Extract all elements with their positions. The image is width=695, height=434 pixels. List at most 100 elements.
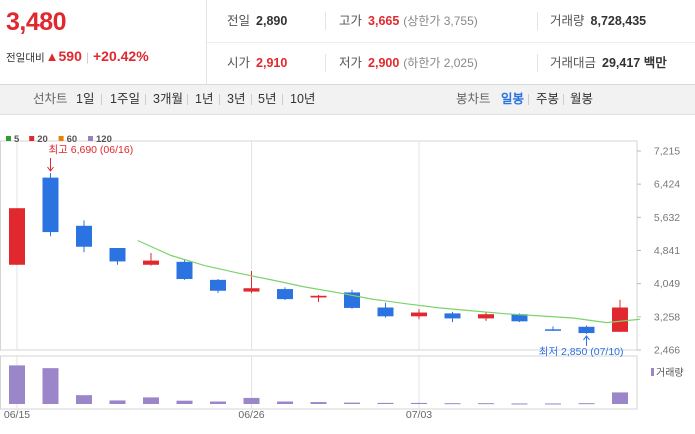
legend-label-60: 60	[67, 134, 78, 145]
candle-body	[511, 314, 528, 322]
candle-body	[578, 326, 595, 334]
divider	[145, 94, 146, 105]
trade-value-cell: 거래대금 29,417 백만	[550, 42, 667, 84]
divider	[537, 12, 538, 30]
candle-body	[210, 279, 226, 291]
volume-bar	[109, 400, 126, 404]
chart-toolbar: 선차트 1일 1주일 3개월 1년 3년 5년 10년 봉차트 일봉 주봉 월봉	[0, 85, 695, 115]
change-label: 전일대비	[6, 52, 45, 64]
volume-bar	[344, 402, 360, 404]
candle-body	[9, 208, 25, 265]
change-percent: +20.42%	[93, 48, 149, 64]
volume-legend-swatch	[651, 368, 654, 376]
volume-legend-label: 거래량	[656, 367, 684, 379]
change-row: 전일대비▲590 | +20.42%	[6, 48, 149, 65]
quote-header: 3,480 전일대비▲590 | +20.42% 전일 2,890 고가 3,665 (상…	[0, 0, 695, 85]
range-1w-button[interactable]: 1주일	[110, 92, 140, 106]
prev-close-label: 전일	[227, 14, 251, 28]
open-cell: 시가 2,910	[227, 42, 287, 84]
quote-row-2: 시가 2,910 저가 2,900 (하한가 2,025) 거래대금 29,417 백만	[207, 42, 695, 84]
moving-average-line	[137, 239, 641, 324]
range-3y-button[interactable]: 3년	[227, 92, 246, 106]
volume-cell: 거래량 8,728,435	[550, 0, 646, 42]
range-3m-button[interactable]: 3개월	[153, 92, 183, 106]
volume-bar	[578, 403, 595, 405]
legend-swatch-5	[6, 136, 11, 141]
divider	[187, 94, 188, 105]
range-1d-button[interactable]: 1일	[76, 92, 95, 106]
daily-candle-button[interactable]: 일봉	[501, 92, 525, 106]
candle-body	[42, 177, 59, 233]
low-cell: 저가 2,900 (하한가 2,025)	[339, 42, 478, 84]
candle-chart-label: 봉차트	[456, 92, 491, 106]
volume-bar	[310, 402, 327, 404]
volume-label: 거래량	[550, 14, 585, 28]
candle-body	[109, 248, 126, 262]
volume-bar	[478, 403, 494, 405]
x-tick-label: 07/03	[406, 409, 432, 421]
volume-bar	[277, 401, 293, 404]
upper-limit: (상한가 3,755)	[403, 14, 478, 28]
range-5y-button[interactable]: 5년	[258, 92, 277, 106]
x-tick-label: 06/26	[238, 409, 264, 421]
change-divider: |	[85, 50, 89, 64]
divider	[219, 94, 220, 105]
legend-label-5: 5	[14, 134, 20, 145]
x-tick-label: 06/15	[4, 409, 30, 421]
low-annotation-arrowhead	[583, 335, 590, 341]
price-box: 3,480 전일대비▲590 | +20.42%	[0, 0, 207, 84]
trade-value-label: 거래대금	[550, 56, 597, 70]
legend-label-120: 120	[96, 134, 112, 145]
candle-body	[310, 295, 327, 298]
volume-pane-frame	[0, 355, 638, 410]
candle-body	[176, 261, 193, 280]
divider	[537, 54, 538, 72]
volume-bar	[210, 401, 226, 404]
candle-body	[243, 288, 260, 292]
y-tick-label: 3,258	[654, 311, 680, 323]
volume-bar	[511, 403, 528, 405]
volume-bar	[42, 368, 59, 404]
legend-label-20: 20	[37, 134, 48, 145]
divider	[325, 12, 326, 30]
range-1y-button[interactable]: 1년	[195, 92, 214, 106]
volume-bar	[76, 395, 92, 404]
candle-body	[612, 307, 628, 332]
up-triangle-icon: ▲	[45, 49, 59, 64]
monthly-candle-button[interactable]: 월봉	[570, 92, 594, 106]
volume-bar	[411, 402, 427, 404]
divider	[251, 94, 252, 105]
y-tick-label: 7,215	[654, 146, 680, 158]
candle-body	[444, 313, 461, 319]
y-tick-label: 4,049	[654, 278, 680, 290]
low-annotation-label: 최저 2,850 (07/10)	[539, 346, 624, 358]
candle-body	[478, 314, 494, 319]
candlestick-chart[interactable]: 06/15 06/26 07/03 7,215 6,424 5,632 4,841 4,049…	[0, 122, 695, 434]
volume-bar	[545, 403, 561, 405]
candle-body	[545, 329, 561, 331]
quote-row-1: 전일 2,890 고가 3,665 (상한가 3,755) 거래량 8,728,435	[207, 0, 695, 43]
range-10y-button[interactable]: 10년	[290, 92, 316, 106]
volume-bar	[243, 397, 260, 404]
open-value: 2,910	[256, 56, 288, 70]
legend-swatch-20	[29, 136, 35, 141]
prev-close-cell: 전일 2,890	[227, 0, 287, 42]
current-price: 3,480	[6, 8, 67, 36]
divider	[563, 94, 564, 105]
legend-swatch-120	[88, 136, 93, 141]
low-value: 2,900	[368, 56, 400, 70]
y-tick-label: 4,841	[654, 245, 680, 257]
high-label: 고가	[339, 14, 363, 28]
low-label: 저가	[339, 56, 363, 70]
volume-bar	[9, 365, 25, 404]
volume-bar	[612, 392, 628, 404]
high-cell: 고가 3,665 (상한가 3,755)	[339, 0, 478, 42]
line-chart-label: 선차트	[33, 92, 68, 106]
y-tick-label: 2,466	[654, 345, 680, 357]
candle-body	[411, 312, 427, 317]
high-annotation-label: 최고 6,690 (06/16)	[49, 144, 134, 156]
high-value: 3,665	[368, 14, 400, 28]
weekly-candle-button[interactable]: 주봉	[536, 92, 560, 106]
price-pane-frame	[0, 140, 638, 351]
volume-bar	[143, 397, 159, 404]
